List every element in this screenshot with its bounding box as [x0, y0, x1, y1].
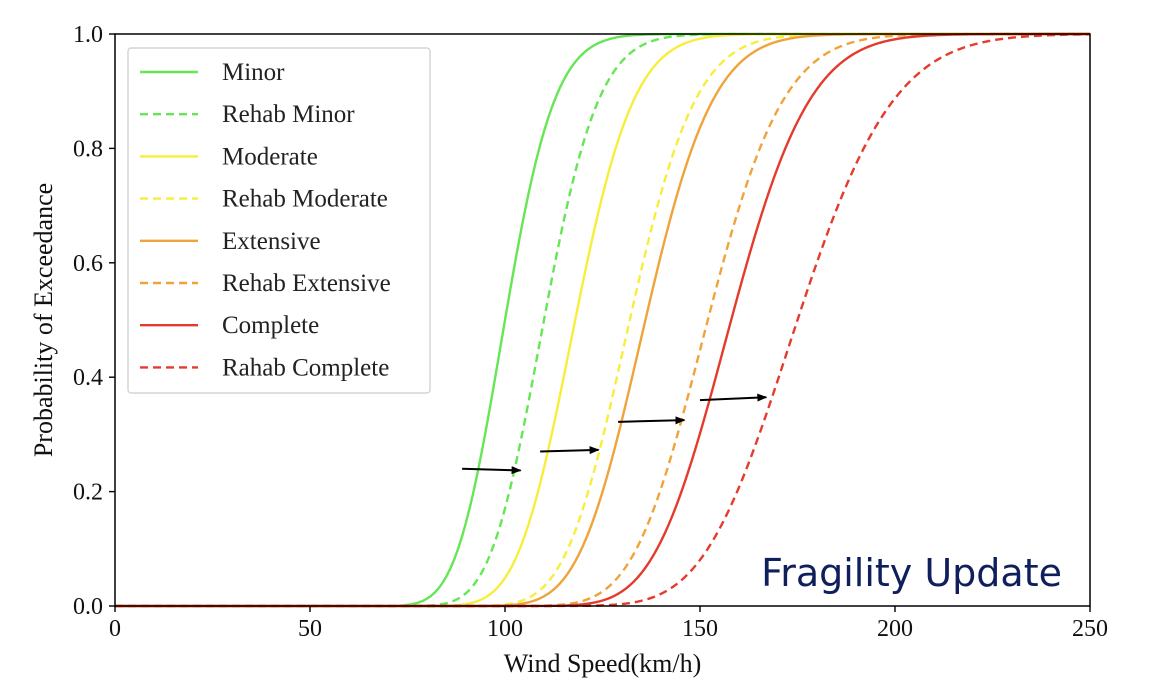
y-tick-label: 0.2: [73, 480, 103, 506]
y-axis-label: Probability of Exceedance: [29, 183, 58, 457]
x-tick-label: 150: [682, 616, 718, 642]
shift-arrows: [462, 393, 768, 475]
axis-ticks: 0 50 100 150 200 250 0.0 0.2 0.4 0.6 0.8 1.0: [73, 22, 1108, 642]
x-axis-label: Wind Speed(km/h): [504, 649, 702, 678]
shift-arrow-2: [540, 446, 600, 455]
y-tick-label: 1.0: [73, 22, 103, 48]
x-tick-label: 0: [109, 616, 121, 642]
y-tick-label: 0.0: [73, 594, 103, 620]
y-tick-label: 0.4: [73, 365, 103, 391]
fragility-update-annotation: Fragility Update: [761, 551, 1062, 595]
plot-frame: [114, 33, 1091, 607]
legend-entry: Rehab Moderate: [222, 186, 388, 213]
x-tick-label: 200: [877, 616, 913, 642]
legend-entry: Moderate: [222, 143, 318, 170]
legend-box: [127, 47, 431, 394]
y-tick-label: 0.8: [73, 136, 103, 162]
x-tick-label: 100: [487, 616, 523, 642]
legend-entry: Rehab Extensive: [222, 270, 391, 297]
y-tick-label: 0.6: [73, 251, 103, 277]
legend-entry: Complete: [222, 312, 319, 339]
legend-entry: Minor: [222, 59, 285, 86]
shift-arrow-1: [462, 466, 522, 475]
x-tick-label: 250: [1072, 616, 1108, 642]
legend-entry: Rehab Minor: [222, 101, 355, 128]
shift-arrow-3: [618, 416, 686, 425]
legend-entry: Extensive: [222, 228, 321, 255]
shift-arrow-4: [699, 393, 768, 402]
legend: Minor Rehab Minor Moderate Rehab Moderate Ex…: [127, 47, 431, 394]
x-tick-label: 50: [298, 616, 322, 642]
legend-entry: Rahab Complete: [222, 354, 389, 381]
